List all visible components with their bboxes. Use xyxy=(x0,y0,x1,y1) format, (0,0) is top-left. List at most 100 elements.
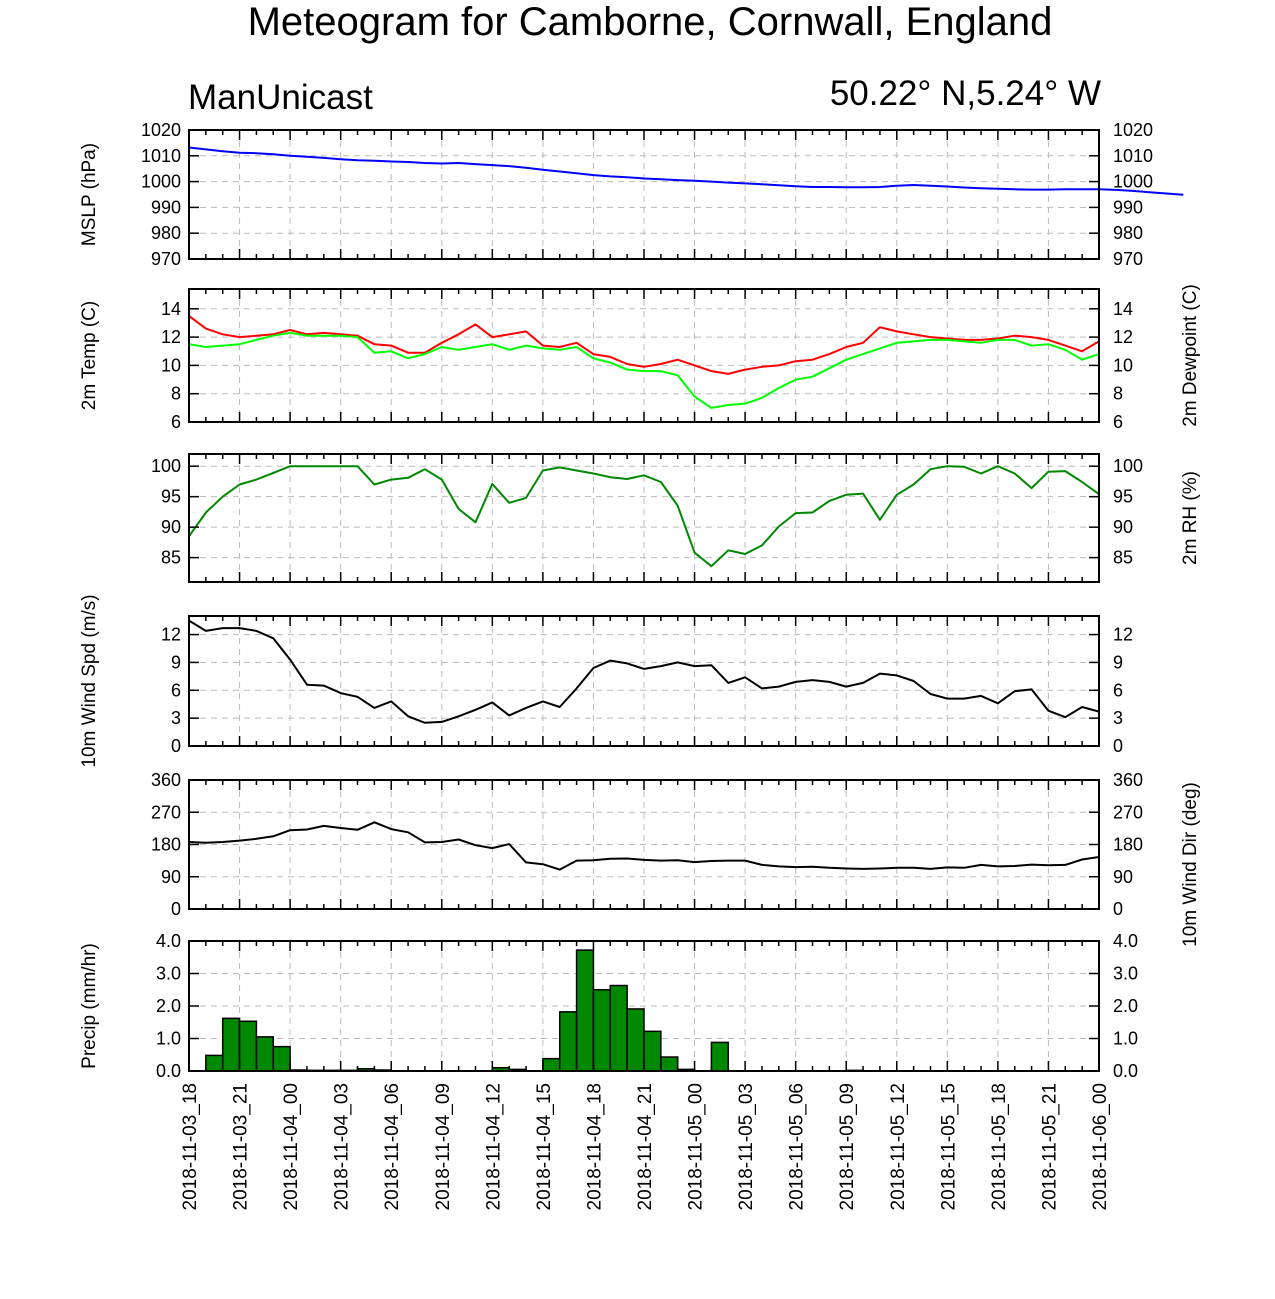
x-tick-label: 2018-11-04_03 xyxy=(332,1083,353,1210)
x-tick-label: 2018-11-03_18 xyxy=(180,1083,201,1210)
y-axis-title-left: Precip (mm/hr) xyxy=(79,943,100,1069)
model-label: ManUnicast xyxy=(188,78,373,117)
x-tick-label: 2018-11-05_03 xyxy=(736,1083,757,1210)
y-tick-label-left: 1000 xyxy=(141,172,181,192)
y-tick-label-left: 100 xyxy=(151,456,181,476)
y-tick-label-right: 100 xyxy=(1113,456,1143,476)
y-tick-label-right: 14 xyxy=(1113,299,1133,319)
y-tick-label-right: 360 xyxy=(1113,770,1143,790)
location-label: 50.22° N,5.24° W xyxy=(829,74,1101,113)
y-tick-label-left: 8 xyxy=(171,384,181,404)
y-tick-label-left: 1020 xyxy=(141,120,181,140)
y-tick-label-left: 90 xyxy=(161,517,181,537)
y-tick-label-right: 980 xyxy=(1113,223,1143,243)
precip-bar xyxy=(221,1017,241,1072)
x-tick-label: 2018-11-05_15 xyxy=(938,1083,959,1210)
precip-bar xyxy=(592,989,612,1072)
y-tick-label-right: 1.0 xyxy=(1113,1029,1138,1049)
y-tick-label-left: 6 xyxy=(171,412,181,432)
precip-bar xyxy=(575,949,595,1072)
y-tick-label-right: 12 xyxy=(1113,327,1133,347)
y-tick-label-left: 85 xyxy=(161,548,181,568)
y-axis-title-left: 2m Temp (C) xyxy=(79,301,100,410)
y-tick-label-left: 360 xyxy=(151,770,181,790)
x-tick-label: 2018-11-03_21 xyxy=(231,1083,252,1210)
series-line-1 xyxy=(188,465,1100,568)
x-tick-label: 2018-11-04_09 xyxy=(433,1083,454,1210)
panel-2: 6 6 8 8 10 10 12 12 14 14 2m Temp (C) 2m Dewpoint (… xyxy=(79,284,1201,432)
x-tick-label: 2018-11-05_12 xyxy=(888,1083,909,1210)
y-tick-label-left: 95 xyxy=(161,487,181,507)
y-axis-title-left: MSLP (hPa) xyxy=(79,143,100,246)
y-tick-label-right: 2.0 xyxy=(1113,996,1138,1016)
x-tick-label: 2018-11-06_00 xyxy=(1090,1083,1111,1210)
x-tick-label: 2018-11-04_18 xyxy=(584,1083,605,1210)
panel-frame xyxy=(188,453,1100,583)
y-tick-label-right: 3 xyxy=(1113,708,1123,728)
y-tick-label-right: 4.0 xyxy=(1113,931,1138,951)
panel-frame xyxy=(188,129,1100,260)
y-tick-label-left: 980 xyxy=(151,223,181,243)
y-tick-label-left: 970 xyxy=(151,249,181,269)
y-tick-label-right: 1010 xyxy=(1113,146,1153,166)
panel-4: 0 0 3 3 6 6 9 9 12 12 10m Wind Spd (m/s) xyxy=(79,594,1133,767)
panel-6: 0.0 0.0 1.0 1.0 2.0 2.0 3.0 3.0 4.0 4.0 Precip (mm… xyxy=(79,931,1138,1081)
y-tick-label-left: 14 xyxy=(161,299,181,319)
y-tick-label-right: 6 xyxy=(1113,680,1123,700)
y-tick-label-right: 6 xyxy=(1113,412,1123,432)
x-tick-label: 2018-11-05_00 xyxy=(686,1083,707,1210)
y-tick-label-left: 1.0 xyxy=(156,1029,181,1049)
precip-bar xyxy=(710,1041,730,1072)
y-tick-label-right: 3.0 xyxy=(1113,964,1138,984)
y-tick-label-left: 12 xyxy=(161,327,181,347)
x-tick-label: 2018-11-04_00 xyxy=(281,1083,302,1210)
y-tick-label-right: 1020 xyxy=(1113,120,1153,140)
precip-bar xyxy=(205,1054,224,1072)
y-tick-label-right: 12 xyxy=(1113,625,1133,645)
y-tick-label-left: 2.0 xyxy=(156,996,181,1016)
y-tick-label-right: 180 xyxy=(1113,835,1143,855)
y-axis-title-right: 2m Dewpoint (C) xyxy=(1180,284,1201,427)
x-tick-label: 2018-11-05_09 xyxy=(837,1083,858,1210)
y-axis-title-right: 10m Wind Dir (deg) xyxy=(1180,782,1201,947)
y-tick-label-right: 990 xyxy=(1113,197,1143,217)
precip-bar xyxy=(542,1057,561,1072)
x-tick-label: 2018-11-05_18 xyxy=(989,1083,1010,1210)
y-tick-label-right: 90 xyxy=(1113,517,1133,537)
y-tick-label-right: 10 xyxy=(1113,355,1133,375)
y-tick-label-left: 12 xyxy=(161,625,181,645)
precip-bar xyxy=(255,1036,275,1072)
y-tick-label-right: 90 xyxy=(1113,867,1133,887)
precip-bar xyxy=(272,1045,291,1072)
y-tick-label-left: 3.0 xyxy=(156,964,181,984)
y-tick-label-left: 9 xyxy=(171,652,181,672)
panel-1: 970 970 980 980 990 990 1000 1000 1010 1010 1020 10… xyxy=(79,120,1184,269)
chart-title: Meteogram for Camborne, Cornwall, Englan… xyxy=(247,0,1053,44)
y-tick-label-left: 90 xyxy=(161,867,181,887)
y-tick-label-left: 0 xyxy=(171,736,181,756)
y-tick-label-right: 8 xyxy=(1113,384,1123,404)
y-tick-label-right: 95 xyxy=(1113,487,1133,507)
x-tick-label: 2018-11-04_12 xyxy=(483,1083,504,1210)
y-tick-label-right: 1000 xyxy=(1113,172,1153,192)
series-line-1 xyxy=(188,146,1184,196)
panel-3: 85 85 90 90 95 95 100 100 2m RH (%) xyxy=(151,453,1201,583)
y-tick-label-left: 0 xyxy=(171,899,181,919)
y-tick-label-left: 1010 xyxy=(141,146,181,166)
y-tick-label-right: 270 xyxy=(1113,802,1143,822)
y-axis-title-right: 2m RH (%) xyxy=(1180,471,1201,565)
series-line-1 xyxy=(188,315,1100,375)
precip-bar xyxy=(558,1011,578,1072)
x-tick-label: 2018-11-05_06 xyxy=(787,1083,808,1210)
y-tick-label-left: 10 xyxy=(161,355,181,375)
series-line-1 xyxy=(188,619,1100,724)
y-tick-label-left: 4.0 xyxy=(156,931,181,951)
y-tick-label-right: 0 xyxy=(1113,899,1123,919)
y-tick-label-left: 3 xyxy=(171,708,181,728)
y-tick-label-right: 0.0 xyxy=(1113,1061,1138,1081)
series-line-2 xyxy=(188,331,1100,409)
precip-bar xyxy=(643,1030,662,1072)
x-tick-label: 2018-11-04_15 xyxy=(534,1083,555,1210)
y-tick-label-left: 180 xyxy=(151,835,181,855)
y-axis-title-left: 10m Wind Spd (m/s) xyxy=(79,594,100,767)
